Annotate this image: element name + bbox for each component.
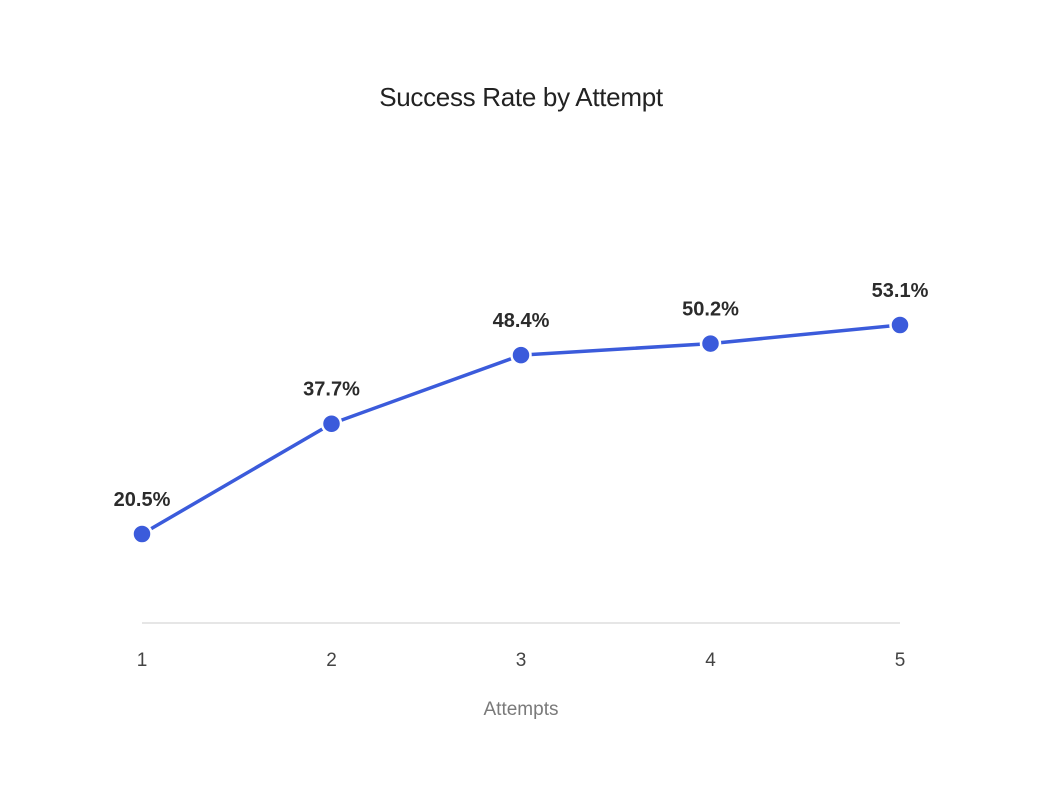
series-group (131, 314, 911, 545)
data-label: 20.5% (114, 489, 171, 511)
data-point (510, 344, 532, 366)
data-point (889, 314, 911, 336)
data-label: 37.7% (303, 379, 360, 401)
data-label: 50.2% (682, 299, 739, 321)
data-label: 48.4% (493, 310, 550, 332)
x-tick-label: 5 (895, 650, 906, 671)
data-label: 53.1% (872, 280, 929, 302)
x-axis-title: Attempts (484, 699, 559, 720)
x-tick-label: 1 (137, 650, 148, 671)
data-point (131, 523, 153, 545)
chart-title: Success Rate by Attempt (379, 82, 664, 112)
x-tick-label: 3 (516, 650, 527, 671)
x-tick-label: 4 (705, 650, 716, 671)
x-axis-ticks: 1 2 3 4 5 (137, 650, 906, 671)
data-point (699, 332, 722, 355)
x-tick-label: 2 (326, 650, 337, 671)
data-point (320, 412, 343, 435)
data-labels: 20.5% 37.7% 48.4% 50.2% 53.1% (114, 280, 929, 511)
